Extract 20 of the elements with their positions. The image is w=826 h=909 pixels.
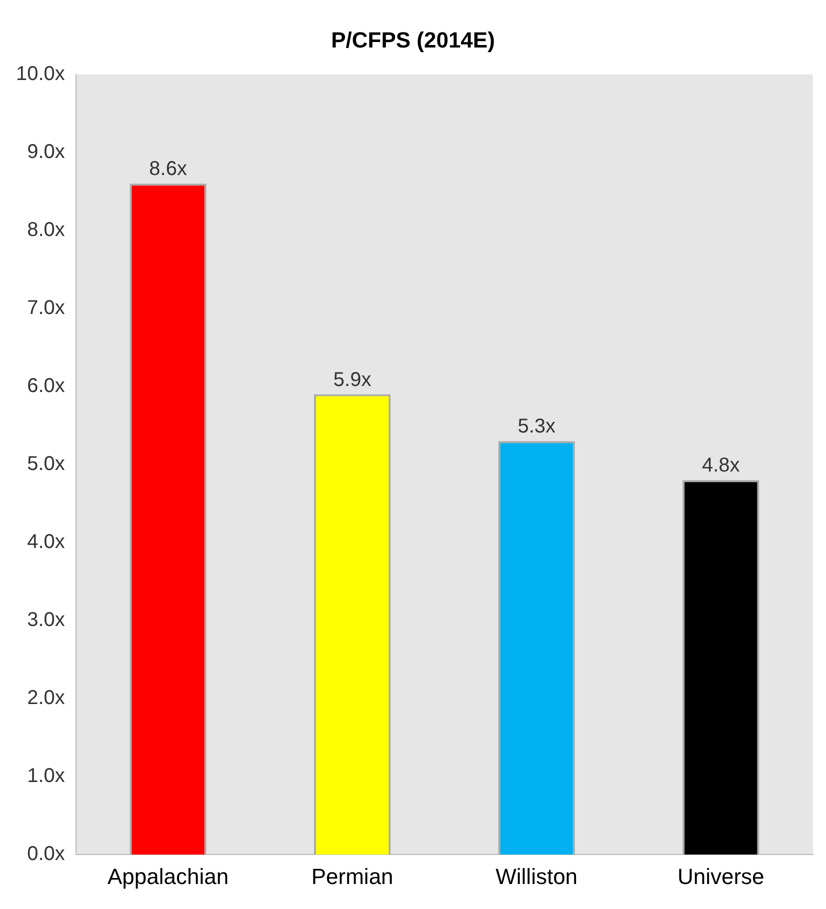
data-label: 8.6x	[149, 158, 187, 180]
y-tick-label: 1.0x	[27, 765, 65, 788]
y-tick-label: 6.0x	[27, 374, 65, 397]
y-tick-label: 8.0x	[27, 218, 65, 241]
y-tick-label: 10.0x	[16, 62, 65, 85]
chart-title: P/CFPS (2014E)	[331, 27, 495, 52]
data-label: 4.8x	[702, 454, 740, 477]
y-tick-label: 7.0x	[27, 296, 65, 319]
x-tick-label: Universe	[677, 864, 764, 889]
y-tick-label: 9.0x	[27, 140, 65, 163]
y-tick-label: 4.0x	[27, 531, 65, 554]
y-tick-label: 0.0x	[27, 843, 65, 866]
x-tick-label: Williston	[496, 864, 578, 889]
data-label: 5.9x	[333, 368, 372, 391]
y-tick-label: 5.0x	[27, 453, 65, 476]
data-label: 5.3x	[518, 416, 556, 438]
y-tick-label: 2.0x	[27, 687, 65, 710]
y-tick-label: 3.0x	[27, 609, 65, 632]
x-tick-label: Appalachian	[108, 864, 229, 889]
x-tick-label: Permian	[311, 864, 394, 889]
